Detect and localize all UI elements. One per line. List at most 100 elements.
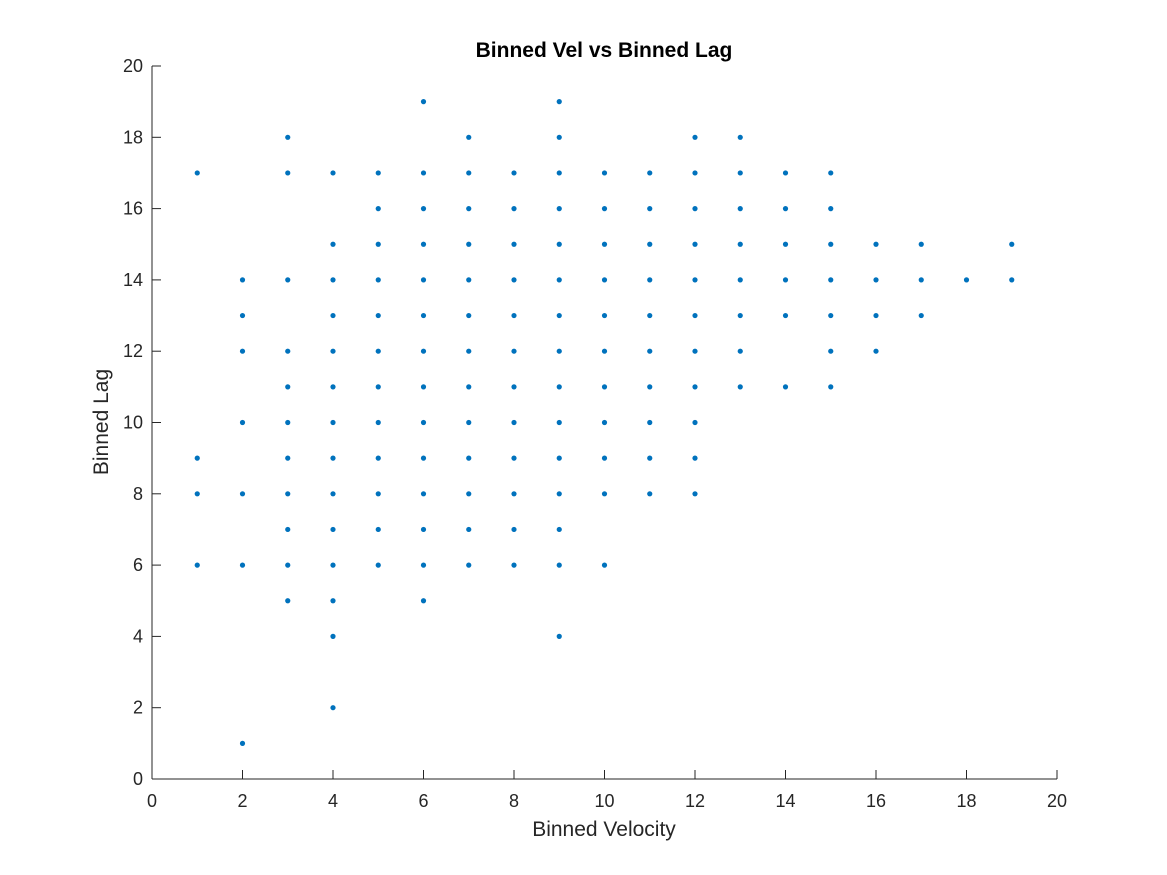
x-tick-label: 12	[685, 791, 705, 811]
data-point	[285, 134, 291, 140]
data-point	[737, 312, 743, 319]
y-tick-label: 10	[123, 413, 143, 433]
data-point	[330, 526, 336, 533]
data-point	[239, 740, 246, 746]
data-point	[692, 277, 698, 283]
data-point	[601, 170, 608, 176]
data-point	[330, 384, 336, 390]
data-point	[737, 384, 743, 390]
data-point	[285, 598, 291, 604]
data-point	[239, 491, 246, 497]
data-point	[556, 491, 562, 497]
data-point	[692, 419, 698, 426]
data-point	[285, 277, 291, 283]
data-point	[285, 170, 291, 176]
data-point	[647, 348, 653, 354]
data-point	[692, 170, 698, 176]
x-tick-label: 0	[147, 791, 157, 811]
data-point	[420, 170, 427, 176]
y-tick-label: 0	[133, 769, 143, 789]
data-point	[737, 277, 743, 283]
data-point	[556, 312, 562, 319]
data-point	[918, 312, 924, 319]
data-point	[556, 206, 562, 212]
data-point	[420, 562, 427, 568]
data-point	[737, 134, 743, 140]
data-point	[511, 384, 517, 390]
data-point	[556, 455, 562, 461]
data-point	[828, 277, 834, 283]
data-point	[239, 562, 246, 568]
data-point	[466, 419, 472, 426]
data-point	[647, 491, 653, 497]
data-point	[737, 241, 743, 247]
data-point	[420, 419, 427, 426]
data-point	[420, 384, 427, 390]
data-point	[1009, 241, 1015, 247]
data-point	[873, 348, 879, 354]
data-point	[692, 491, 698, 497]
data-point	[511, 348, 517, 354]
data-point	[511, 419, 517, 426]
data-point	[556, 170, 562, 176]
x-tick-label: 10	[594, 791, 614, 811]
data-point	[239, 312, 246, 319]
y-tick-label: 4	[133, 626, 143, 646]
data-point	[556, 99, 562, 105]
data-point	[466, 134, 472, 140]
data-point	[963, 277, 970, 283]
x-tick-label: 4	[328, 791, 338, 811]
data-point	[330, 562, 336, 568]
data-point	[466, 455, 472, 461]
data-point	[330, 633, 336, 640]
data-point	[828, 348, 834, 354]
data-point	[375, 348, 381, 354]
x-tick-label: 2	[237, 791, 247, 811]
data-point	[511, 562, 517, 568]
data-point	[375, 419, 381, 426]
data-point	[330, 491, 336, 497]
x-tick-label: 14	[775, 791, 795, 811]
data-point	[420, 206, 427, 212]
data-point	[556, 562, 562, 568]
data-point	[375, 491, 381, 497]
x-tick-label: 18	[956, 791, 976, 811]
data-point	[466, 562, 472, 568]
data-point	[556, 419, 562, 426]
data-point	[692, 134, 698, 140]
data-point	[647, 384, 653, 390]
data-point	[647, 419, 653, 426]
x-tick-label: 6	[418, 791, 428, 811]
data-point	[601, 455, 608, 461]
data-point	[285, 419, 291, 426]
data-point	[692, 348, 698, 354]
data-point	[556, 277, 562, 283]
data-point	[828, 384, 834, 390]
data-point	[285, 348, 291, 354]
y-tick-label: 12	[123, 341, 143, 361]
data-point	[330, 705, 336, 711]
data-point	[647, 206, 653, 212]
data-point	[285, 491, 291, 497]
data-point	[647, 277, 653, 283]
data-point	[601, 277, 608, 283]
data-point	[330, 170, 336, 176]
data-point	[601, 241, 608, 247]
data-point	[420, 277, 427, 283]
y-tick-label: 20	[123, 56, 143, 76]
data-point	[330, 348, 336, 354]
y-tick-label: 18	[123, 127, 143, 147]
data-point	[556, 348, 562, 354]
data-point	[466, 241, 472, 247]
data-point	[330, 241, 336, 247]
data-point	[466, 384, 472, 390]
data-point	[511, 491, 517, 497]
data-point	[828, 206, 834, 212]
x-tick-label: 20	[1047, 791, 1067, 811]
data-point	[782, 241, 789, 247]
data-point	[601, 419, 608, 426]
data-point	[692, 241, 698, 247]
data-point	[873, 312, 879, 319]
data-point	[375, 170, 381, 176]
